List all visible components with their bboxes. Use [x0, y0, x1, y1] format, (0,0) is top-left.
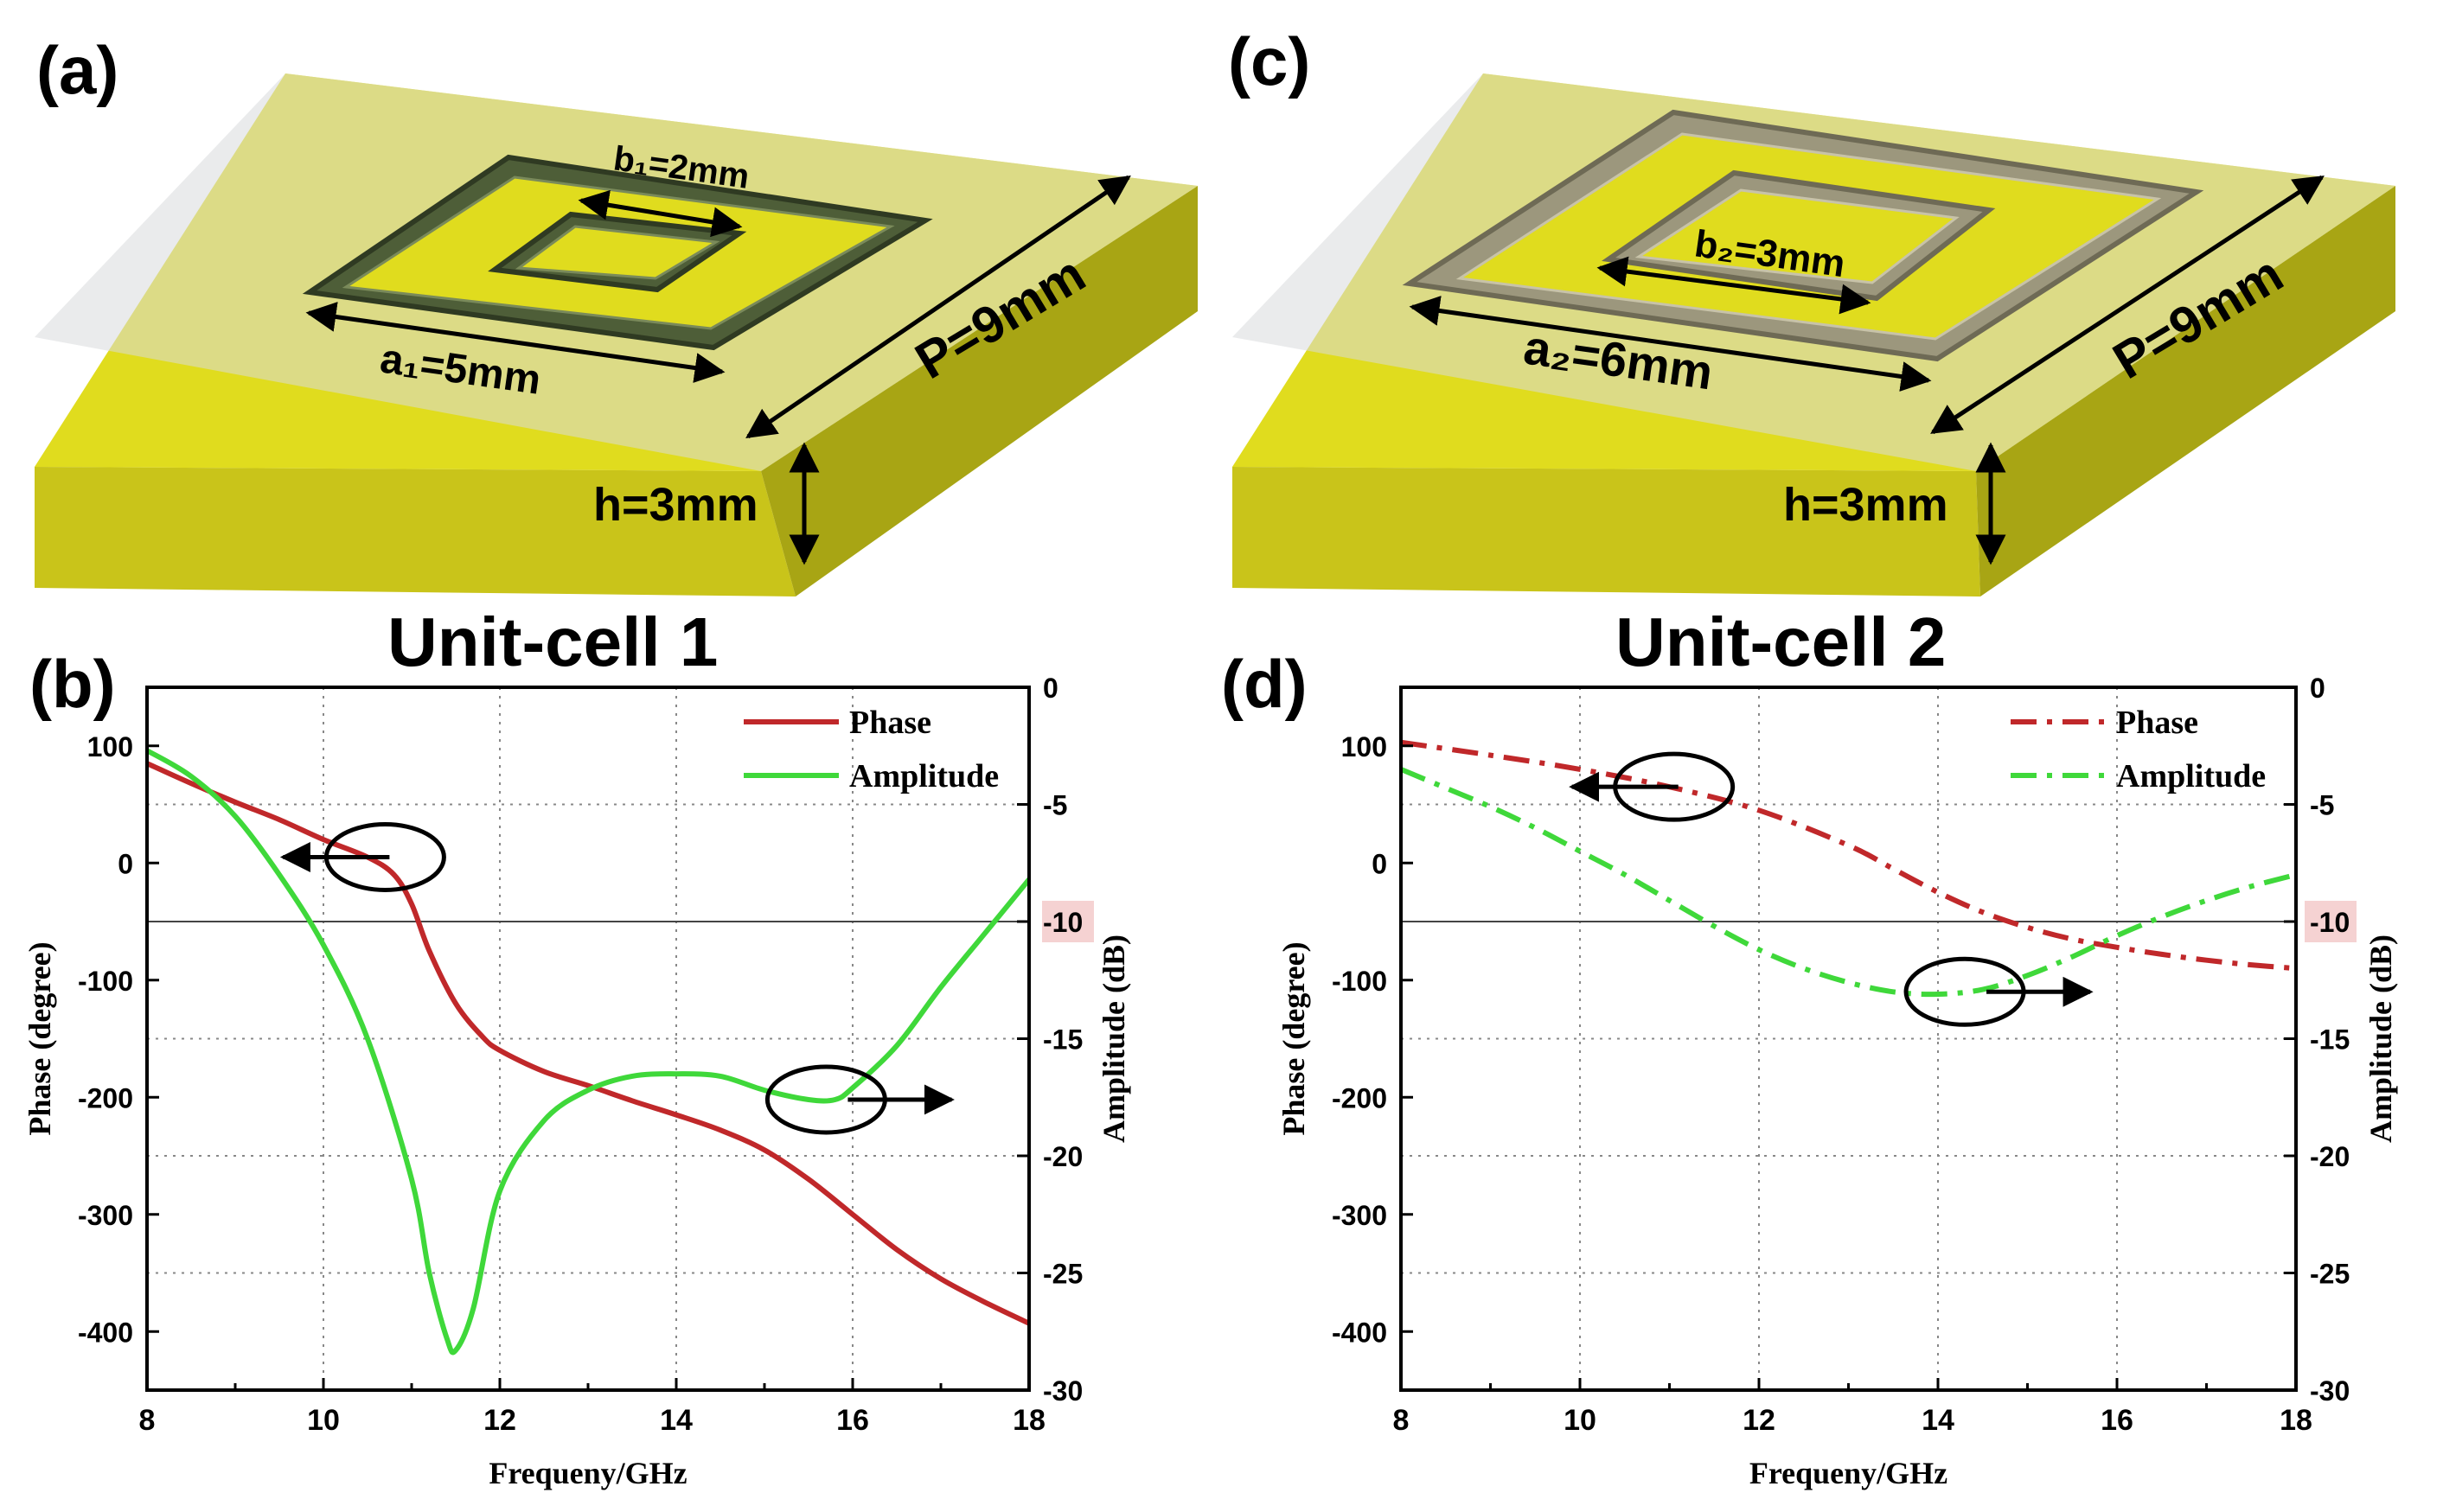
x-tick-label: 12	[1743, 1404, 1775, 1437]
dim-h-c-label: h=3mm	[1783, 479, 1948, 531]
panel-c-label: (c)	[1228, 23, 1310, 99]
substrate-front-face	[35, 467, 796, 597]
dim-h-a: h=3mm	[593, 442, 820, 565]
unit-cell-2-title: Unit-cell 2	[1615, 603, 1946, 680]
y-left-tick-label: -400	[1332, 1317, 1387, 1348]
x-tick-label: 10	[307, 1404, 340, 1437]
y-left-tick-label: -100	[1332, 966, 1387, 997]
y-right-tick-label: -5	[2310, 790, 2334, 821]
y-right-tick-label: -15	[2310, 1024, 2350, 1056]
y-right-tick-label: 0	[1043, 673, 1058, 704]
panel-a-unit-cell-1-model: (a) b₁=2mm a₁=5mm P=9mm h=3mm	[35, 32, 1198, 597]
legend-phase-label: Phase	[2116, 705, 2198, 741]
y-right-tick-label: 0	[2310, 673, 2325, 704]
y-left-tick-label: -300	[78, 1200, 133, 1231]
y-right-tick-label: -25	[1043, 1259, 1083, 1290]
y-left-tick-label: -200	[1332, 1082, 1387, 1113]
legend-phase-label: Phase	[849, 705, 931, 741]
y-right-tick-label: -25	[2310, 1259, 2350, 1290]
x-tick-label: 8	[1393, 1404, 1410, 1437]
y-right-tick-label: -30	[1043, 1375, 1083, 1407]
legend: Phase Amplitude	[744, 705, 999, 794]
x-tick-label: 10	[1564, 1404, 1596, 1437]
legend: Phase Amplitude	[2011, 705, 2266, 794]
chart-unit-cell-2: 8 10 12 14 16 18 100 0 -100 -200 -300 -400 0 -5 -10 -15…	[1276, 673, 2398, 1490]
y-left-tick-label: 100	[87, 731, 133, 762]
x-tick-label: 18	[1013, 1404, 1046, 1437]
y-left-tick-label: -100	[78, 966, 133, 997]
y-axis-right-label: Amplitude (dB)	[2363, 935, 2398, 1143]
y-axis-left-label: Phase (degree)	[22, 941, 57, 1135]
unit-cell-1-title: Unit-cell 1	[387, 603, 718, 680]
annotation-layer	[279, 821, 955, 1135]
dim-h-a-label: h=3mm	[593, 479, 758, 531]
legend-amplitude-label: Amplitude	[849, 758, 999, 794]
x-axis-label: Frequeny/GHz	[1749, 1456, 1947, 1490]
y-axis-right-label: Amplitude (dB)	[1097, 935, 1131, 1143]
panel-c-unit-cell-2-model: (c) b₂=3mm a₂=6mm P=9mm h=3mm	[1228, 23, 2395, 597]
tick-layer: 8 10 12 14 16 18 100 0 -100 -200 -300 -400 0 -5 -10 -15…	[1332, 673, 2350, 1437]
chart-unit-cell-1: 8 10 12 14 16 18 100 0 -100 -200 -300 -400 0 -5 -10 -15…	[22, 673, 1131, 1490]
y-left-tick-label: 0	[1372, 848, 1387, 879]
x-tick-label: 14	[1922, 1404, 1954, 1437]
y-axis-left-label: Phase (degree)	[1276, 941, 1311, 1135]
series-layer	[145, 748, 1032, 1356]
substrate-front-face-c	[1232, 467, 1980, 597]
tick-layer: 8 10 12 14 16 18 100 0 -100 -200 -300 -400 0 -5 -10 -15…	[78, 673, 1083, 1437]
panel-d-label: (d)	[1221, 646, 1308, 722]
series-amplitude-line	[1399, 767, 2297, 998]
y-left-tick-label: -300	[1332, 1200, 1387, 1231]
y-left-tick-label: 100	[1341, 731, 1387, 762]
x-tick-label: 8	[139, 1404, 156, 1437]
panel-b-label: (b)	[29, 646, 116, 722]
right-tick-highlight	[2305, 901, 2357, 942]
y-right-tick-label: -10	[1043, 907, 1083, 938]
dim-h-c: h=3mm	[1783, 442, 2006, 565]
y-right-tick-label: -10	[2310, 907, 2350, 938]
y-right-tick-label: -20	[2310, 1141, 2350, 1172]
series-layer	[1399, 739, 2297, 998]
x-tick-label: 14	[660, 1404, 693, 1437]
legend-amplitude-label: Amplitude	[2116, 758, 2266, 794]
y-left-tick-label: -400	[78, 1317, 133, 1348]
y-right-tick-label: -5	[1043, 790, 1067, 821]
series-phase-line	[145, 761, 1031, 1326]
y-right-tick-label: -30	[2310, 1375, 2350, 1407]
y-left-tick-label: -200	[78, 1082, 133, 1113]
annotation-layer	[1569, 751, 2094, 1027]
series-phase-line	[1400, 739, 2297, 972]
x-tick-label: 16	[2101, 1404, 2133, 1437]
series-amplitude-line	[145, 748, 1032, 1356]
y-right-tick-label: -15	[1043, 1024, 1083, 1056]
x-tick-label: 16	[836, 1404, 869, 1437]
y-left-tick-label: 0	[118, 848, 133, 879]
y-right-tick-label: -20	[1043, 1141, 1083, 1172]
panel-a-label: (a)	[36, 32, 118, 108]
x-tick-label: 18	[2280, 1404, 2312, 1437]
right-tick-highlight	[1042, 901, 1094, 942]
x-tick-label: 12	[483, 1404, 516, 1437]
x-axis-label: Frequeny/GHz	[489, 1456, 687, 1490]
